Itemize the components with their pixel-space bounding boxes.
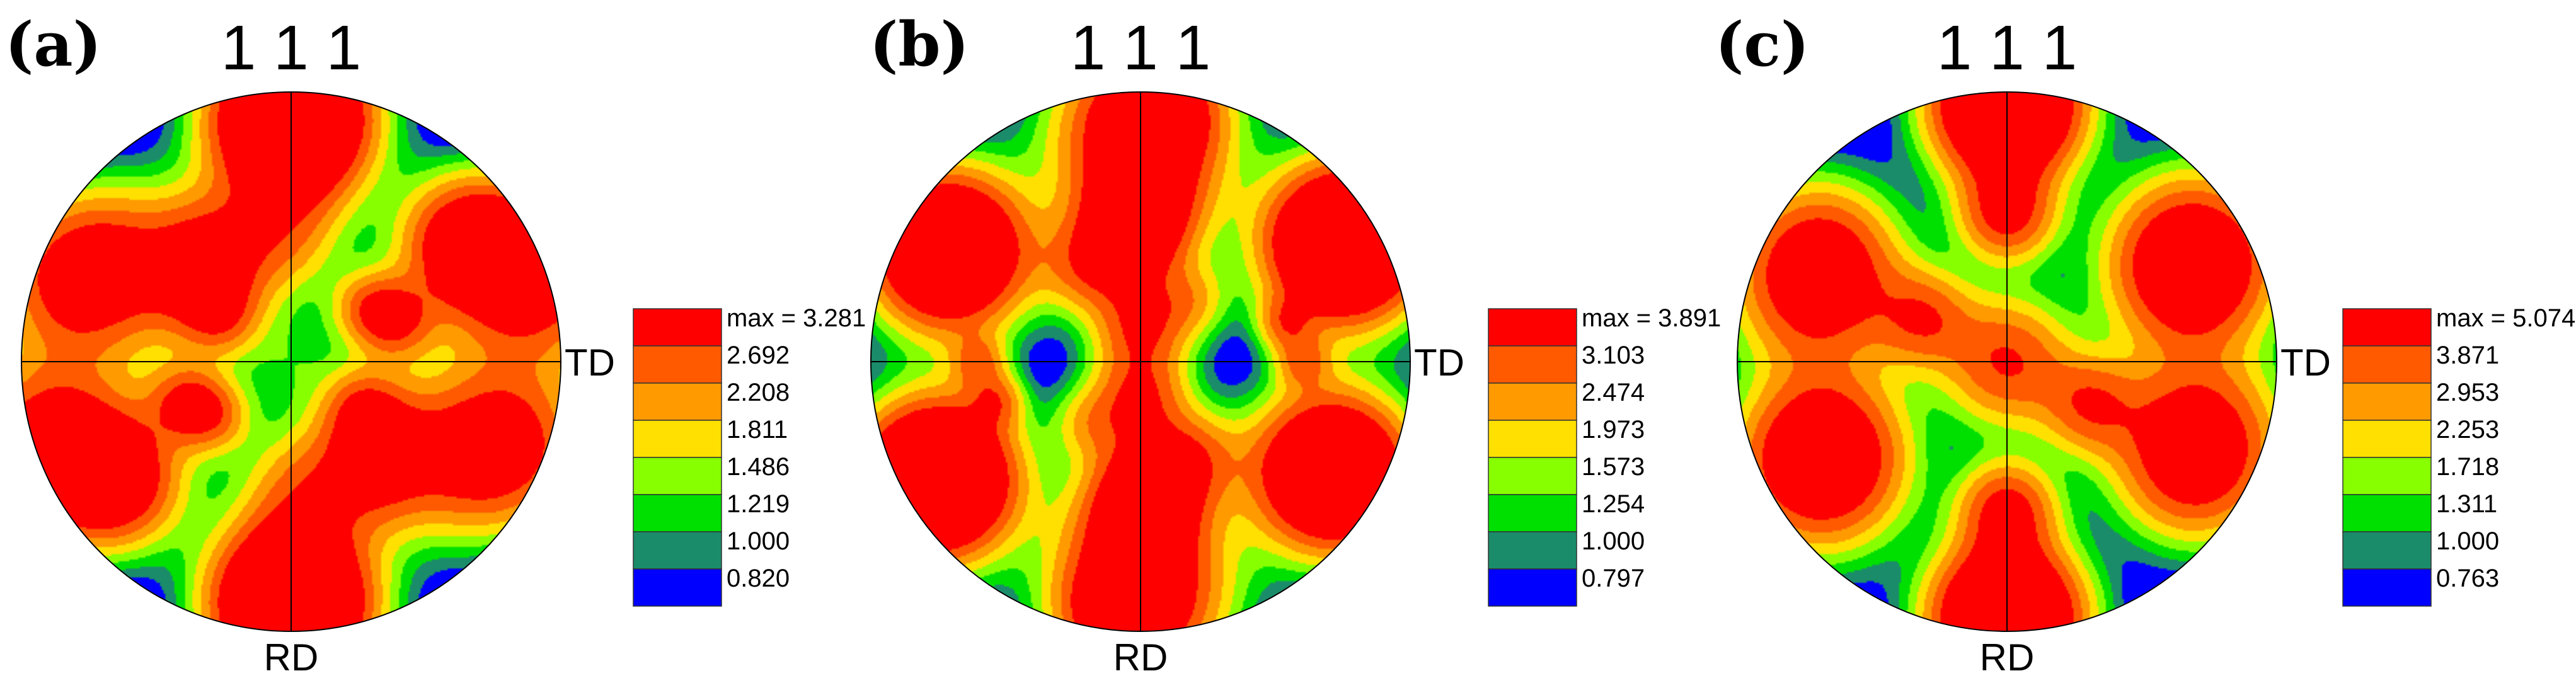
legend-swatch <box>633 345 722 384</box>
legend-swatch <box>2342 457 2432 495</box>
legend-level-value: 0.820 <box>727 565 790 592</box>
panel-label: (b) <box>870 9 969 80</box>
pole-figure-panel: (a) 1 1 1 RD TD max = 3.281 2.692 2.208 1.811 1.… <box>5 9 866 679</box>
legend-swatch <box>2342 531 2432 570</box>
panel-label: (c) <box>1715 9 1809 80</box>
legend-swatch <box>633 420 722 458</box>
legend-swatch <box>633 568 722 607</box>
legend-level-value: 2.953 <box>2436 379 2499 406</box>
legend-swatch <box>1488 531 1577 570</box>
legend-level-value: 1.000 <box>1582 527 1645 555</box>
legend-swatch <box>2342 345 2432 384</box>
legend-swatch <box>633 531 722 570</box>
legend-swatch <box>1488 457 1577 495</box>
legend-level-value: 0.763 <box>2436 565 2499 592</box>
legend-swatch <box>1488 382 1577 421</box>
legend-level-value: 2.474 <box>1582 379 1645 406</box>
legend-level-value: 1.219 <box>727 490 790 518</box>
legend-level-value: 2.692 <box>727 342 790 369</box>
legend-swatch <box>633 494 722 532</box>
contour-legend: max = 5.074 3.871 2.953 2.253 1.718 1.311 1.00… <box>2342 304 2575 607</box>
td-label: TD <box>1414 342 1464 384</box>
legend-level-value: 1.811 <box>727 416 788 444</box>
legend-swatch <box>633 457 722 495</box>
legend-swatch <box>1488 494 1577 532</box>
legend-level-value: 1.718 <box>2436 453 2499 481</box>
legend-level-value: 1.000 <box>2436 527 2499 555</box>
legend-level-value: 1.254 <box>1582 490 1645 518</box>
pole-label: 1 1 1 <box>1937 13 2077 83</box>
legend-swatch <box>2342 568 2432 607</box>
td-label: TD <box>565 342 615 384</box>
legend-level-value: 0.797 <box>1582 565 1645 592</box>
legend-swatch <box>2342 494 2432 532</box>
legend-swatch <box>1488 568 1577 607</box>
legend-level-value: 1.311 <box>2436 490 2497 518</box>
contour-legend: max = 3.891 3.103 2.474 1.973 1.573 1.254 1.00… <box>1488 304 1721 607</box>
legend-swatch <box>1488 420 1577 458</box>
legend-swatch <box>2342 308 2432 347</box>
legend-swatch <box>2342 420 2432 458</box>
legend-level-value: 1.973 <box>1582 416 1645 444</box>
legend-max-value: max = 3.281 <box>727 304 866 332</box>
legend-level-value: 3.103 <box>1582 342 1645 369</box>
panel-label: (a) <box>5 9 101 80</box>
legend-swatch <box>633 308 722 347</box>
legend-swatch <box>1488 345 1577 384</box>
legend-swatch <box>2342 382 2432 421</box>
legend-level-value: 1.000 <box>727 527 790 555</box>
pole-figure-boundary <box>21 91 561 632</box>
legend-swatch <box>1488 308 1577 347</box>
pole-figure-panel: (b) 1 1 1 RD TD max = 3.891 3.103 2.474 1.973 1.… <box>870 9 1721 679</box>
legend-max-value: max = 3.891 <box>1582 304 1721 332</box>
pole-label: 1 1 1 <box>1071 13 1210 83</box>
td-label: TD <box>2280 342 2331 384</box>
pole-figure-boundary <box>1737 91 2277 632</box>
pole-figure-boundary <box>870 91 1411 632</box>
pole-figure-panel: (c) 1 1 1 RD TD max = 5.074 3.871 2.953 2.253 1.… <box>1715 9 2575 679</box>
legend-swatch <box>633 382 722 421</box>
pole-label: 1 1 1 <box>221 13 361 83</box>
legend-max-value: max = 5.074 <box>2436 304 2575 332</box>
rd-label: RD <box>1980 636 2035 679</box>
legend-level-value: 1.573 <box>1582 453 1645 481</box>
legend-level-value: 1.486 <box>727 453 790 481</box>
legend-level-value: 2.253 <box>2436 416 2499 444</box>
rd-label: RD <box>1113 636 1168 679</box>
rd-label: RD <box>264 636 319 679</box>
contour-legend: max = 3.281 2.692 2.208 1.811 1.486 1.219 1.00… <box>633 304 866 607</box>
legend-level-value: 2.208 <box>727 379 790 406</box>
legend-level-value: 3.871 <box>2436 342 2499 369</box>
